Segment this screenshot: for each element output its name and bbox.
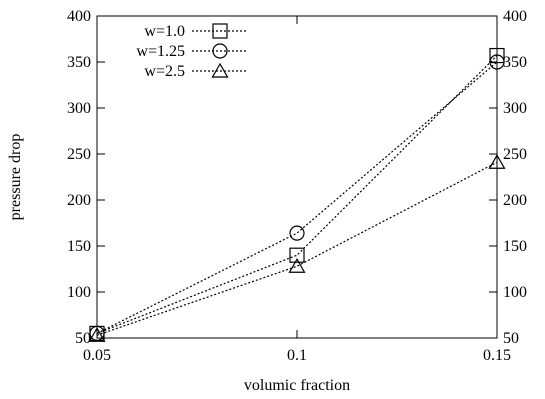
legend-entry: w=2.5 <box>144 62 248 80</box>
series-line <box>96 55 498 334</box>
data-point-square <box>489 47 505 64</box>
legend: w=1.0 w=1.25 w=2.5 <box>136 23 248 80</box>
legend-entry: w=1.25 <box>136 43 248 60</box>
series-triangle <box>88 154 506 342</box>
y-tick-label-right: 200 <box>503 192 527 209</box>
y-tick-label-right: 350 <box>503 54 527 71</box>
axis-ticks: 50 50 100 100 150 150 200 200 250 250 300 300 350 350… <box>67 8 527 364</box>
y-tick-label-left: 200 <box>67 192 91 209</box>
series-line <box>96 61 498 334</box>
x-tick-label: 0.05 <box>83 347 111 364</box>
y-tick-label-right: 400 <box>503 8 527 25</box>
y-tick-label-left: 250 <box>67 146 91 163</box>
series-circle <box>89 54 505 341</box>
legend-marker-circle <box>212 43 228 59</box>
y-tick-label-right: 150 <box>503 238 527 255</box>
y-tick-label-left: 350 <box>67 54 91 71</box>
data-point-circle <box>289 225 305 241</box>
y-tick-label-left: 50 <box>75 330 91 347</box>
y-tick-label-left: 150 <box>67 238 91 255</box>
data-point-triangle <box>488 154 506 169</box>
y-tick-label-right: 100 <box>503 284 527 301</box>
series-square <box>89 47 505 341</box>
legend-marker-triangle <box>211 62 229 78</box>
y-tick-label-right: 50 <box>503 330 519 347</box>
x-tick-label: 0.1 <box>287 347 307 364</box>
legend-label: w=1.25 <box>136 43 185 60</box>
data-point-triangle <box>288 258 306 273</box>
x-tick-label: 0.15 <box>483 347 511 364</box>
data-point-square <box>289 247 305 263</box>
y-tick-label-left: 100 <box>67 284 91 301</box>
y-tick-label-left: 400 <box>67 8 91 25</box>
series-layer <box>88 47 506 342</box>
legend-label: w=2.5 <box>144 63 185 80</box>
y-axis-label: pressure drop <box>7 134 24 221</box>
data-point-triangle <box>88 327 106 342</box>
data-point-circle <box>89 325 105 341</box>
x-axis-label: volumic fraction <box>244 377 350 394</box>
legend-marker-square <box>212 23 228 39</box>
series-line <box>96 161 498 336</box>
data-point-circle <box>489 54 505 70</box>
y-tick-label-right: 250 <box>503 146 527 163</box>
legend-label: w=1.0 <box>144 23 185 40</box>
y-tick-label-right: 300 <box>503 100 527 117</box>
y-tick-label-left: 300 <box>67 100 91 117</box>
legend-entry: w=1.0 <box>144 23 248 40</box>
